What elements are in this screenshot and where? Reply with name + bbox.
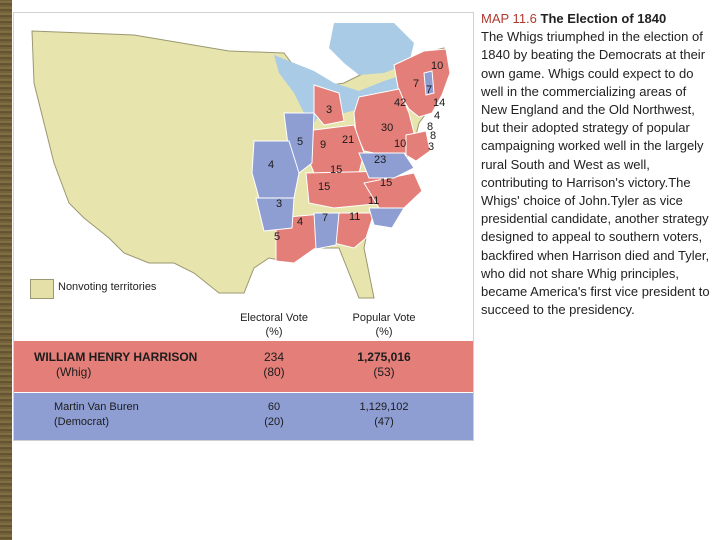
- decorative-border: [0, 0, 12, 540]
- canada-water: [329, 23, 414, 75]
- vote-ri: 4: [434, 110, 440, 122]
- vote-la: 5: [274, 231, 280, 243]
- popular-vote-header: Popular Vote (%): [352, 312, 416, 338]
- vote-ky: 15: [330, 164, 342, 176]
- vote-al: 7: [322, 212, 328, 224]
- vote-me: 10: [431, 60, 443, 72]
- state-nc: [363, 172, 423, 209]
- vote-tn: 15: [318, 181, 330, 193]
- vote-de: 3: [428, 141, 434, 153]
- vote-ct: 8: [427, 121, 433, 133]
- electoral-democrat: 60 (20): [264, 401, 284, 428]
- vote-ga: 11: [349, 211, 360, 223]
- vote-ms: 4: [297, 216, 303, 228]
- caption-body: The Whigs triumphed in the election of 1…: [481, 29, 710, 318]
- electoral-whig: 234 (80): [263, 350, 285, 379]
- democrat-row: Martin Van Buren (Democrat) 60 (20) 1,12…: [14, 393, 473, 440]
- whig-row: WILLIAM HENRY HARRISON (Whig) 234 (80) 1…: [14, 341, 473, 392]
- electoral-vote-header: Electoral Vote (%): [240, 312, 308, 338]
- vote-sc: 11: [368, 195, 379, 207]
- state-missouri: [251, 140, 300, 199]
- nonvoting-label: Nonvoting territories: [58, 281, 157, 293]
- candidate-democrat: Martin Van Buren (Democrat): [54, 401, 139, 428]
- vote-pa: 30: [381, 122, 393, 134]
- vote-mo: 4: [268, 159, 274, 171]
- vote-mi: 3: [326, 104, 332, 116]
- state-virginia: [358, 152, 415, 179]
- map-caption: MAP 11.6 The Election of 1840 The Whigs …: [481, 10, 715, 319]
- nonvoting-swatch: [30, 279, 54, 299]
- state-sc: [368, 207, 405, 229]
- vote-md: 10: [394, 138, 406, 150]
- popular-democrat: 1,129,102 (47): [359, 401, 409, 428]
- vote-nc: 15: [380, 177, 392, 189]
- vote-ny: 42: [394, 97, 406, 109]
- vote-in: 9: [320, 139, 326, 151]
- vote-nj: 8: [430, 130, 436, 142]
- map-figure: 10 7 7 14 4 8 42 8 3 30 10 21 3 9 5 4 15…: [13, 12, 474, 441]
- vote-vt: 7: [413, 78, 419, 90]
- vote-il: 5: [297, 136, 303, 148]
- popular-whig: 1,275,016 (53): [357, 350, 411, 379]
- vote-ar: 3: [276, 198, 282, 210]
- state-vote-labels: 10 7 7 14 4 8 42 8 3 30 10 21 3 9 5 4 15…: [268, 60, 445, 243]
- map-title: The Election of 1840: [540, 11, 667, 26]
- state-alabama: [313, 212, 340, 250]
- election-map: 10 7 7 14 4 8 42 8 3 30 10 21 3 9 5 4 15…: [14, 13, 473, 313]
- vote-nh: 7: [426, 84, 432, 96]
- great-lakes: [274, 55, 412, 123]
- state-arkansas: [255, 197, 295, 232]
- vote-ma: 14: [433, 97, 445, 109]
- vote-va: 23: [374, 154, 386, 166]
- state-md-de-nj: [405, 130, 431, 162]
- state-michigan: [313, 84, 345, 126]
- vote-oh: 21: [342, 134, 354, 146]
- state-nh: [423, 70, 435, 96]
- map-number: MAP 11.6: [481, 11, 537, 26]
- candidate-whig: WILLIAM HENRY HARRISON (Whig): [34, 350, 198, 379]
